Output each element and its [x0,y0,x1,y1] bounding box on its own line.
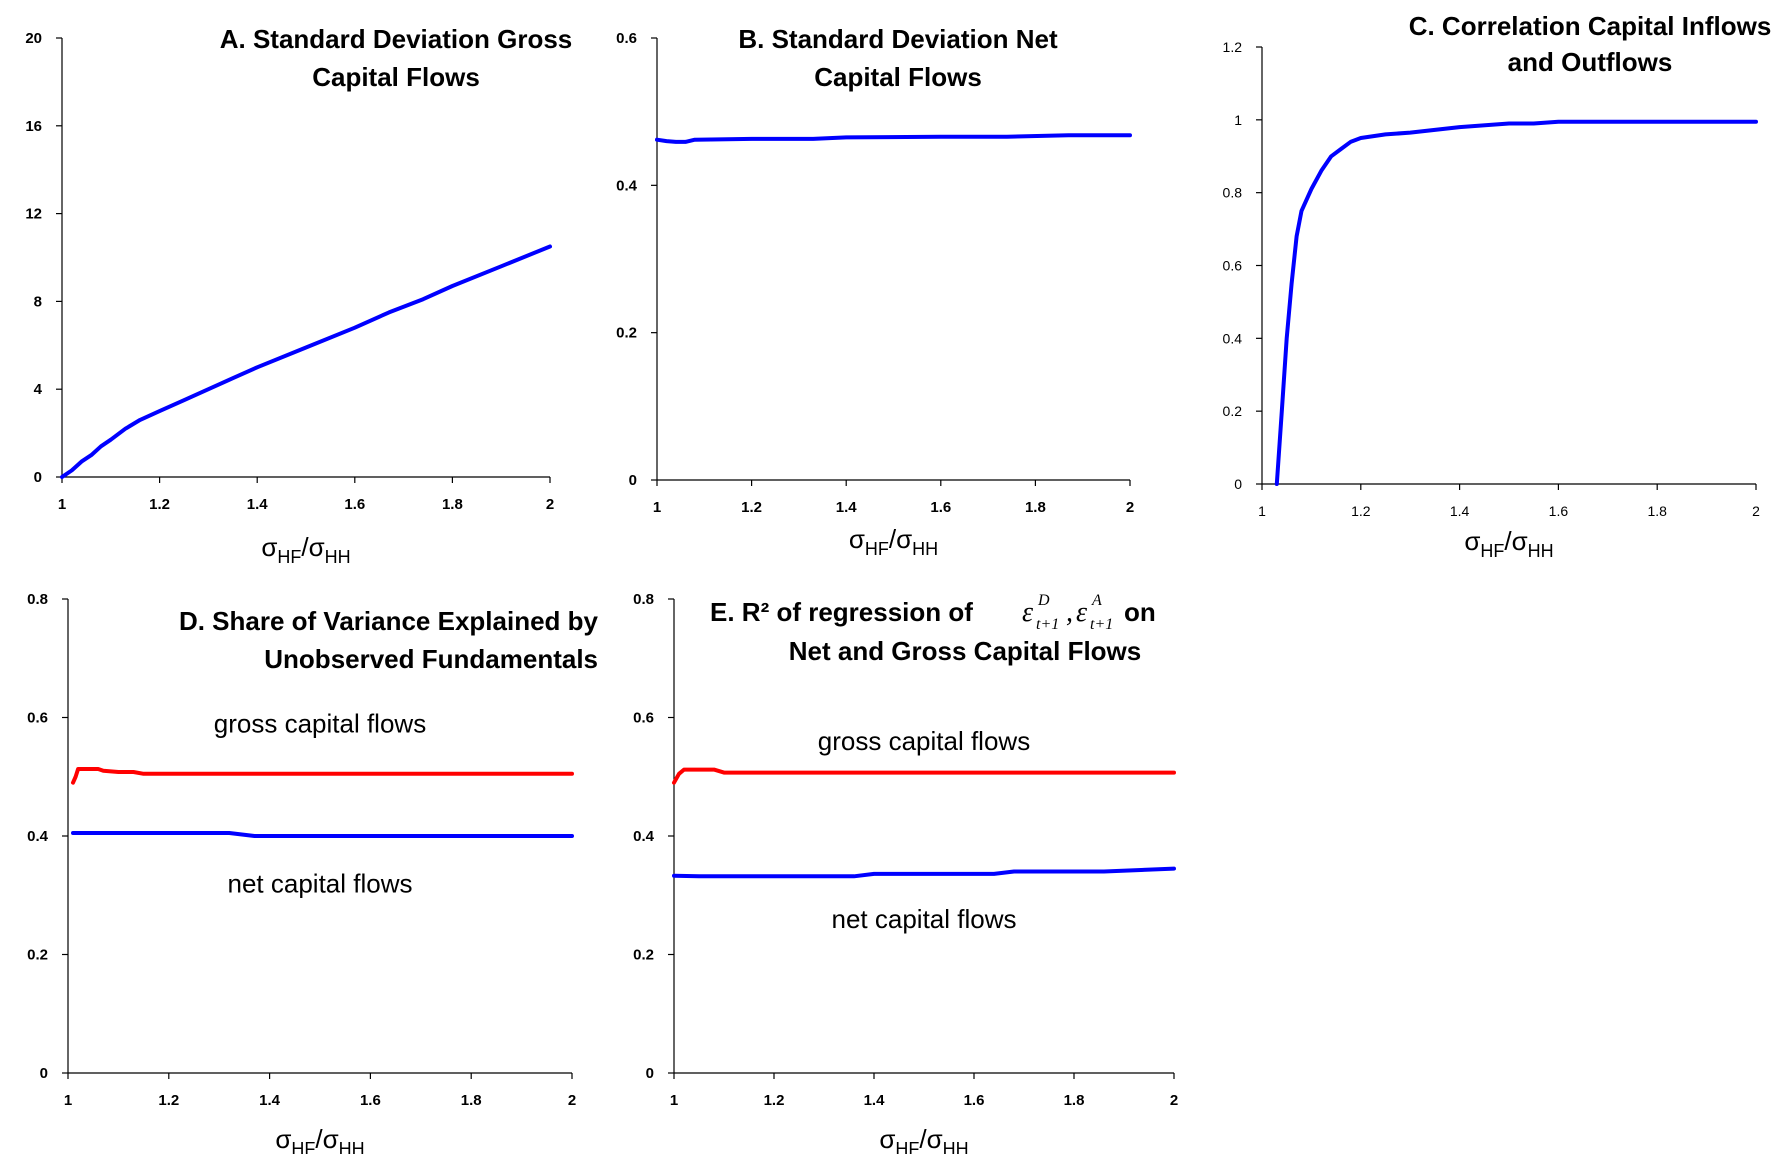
panel-title: on [1124,597,1156,627]
y-tick-label: 0.6 [616,30,637,47]
comma: , [1066,597,1073,628]
y-tick-label: 0.8 [633,591,654,608]
x-tick-label: 2 [1170,1092,1178,1109]
y-tick-label: 1 [1234,112,1242,128]
x-axis-label: σHF/σHH [879,1124,968,1154]
x-tick-label: 1.8 [1025,499,1046,516]
x-tick-label: 2 [1752,503,1760,519]
series-label: gross capital flows [214,708,426,738]
series-line-gross-capital-flows [672,767,1176,785]
y-tick-label: 4 [34,381,43,398]
epsilon-subscript: t+1 [1036,616,1059,633]
panel-title: Unobserved Fundamentals [264,644,598,674]
panel-title: B. Standard Deviation Net [738,24,1058,54]
x-tick-label: 2 [568,1092,576,1109]
x-tick-label: 2 [1126,499,1134,516]
y-tick-label: 0.8 [1223,185,1243,201]
x-tick-label: 1.8 [1647,503,1667,519]
x-tick-label: 1.4 [259,1092,281,1109]
y-tick-label: 0.4 [616,177,638,194]
x-tick-label: 1.6 [344,496,365,513]
x-tick-label: 1 [1258,503,1266,519]
epsilon-superscript: A [1091,592,1102,609]
series-label: net capital flows [228,868,413,898]
y-tick-label: 0.2 [616,325,637,342]
x-tick-label: 1 [58,496,66,513]
series-line [655,133,1132,144]
panel-title: A. Standard Deviation Gross [220,24,573,54]
y-tick-label: 0 [629,472,637,489]
y-tick-label: 16 [25,118,42,135]
panel-a: 0 4 8 12 16 20 1 1.2 1.4 1.6 1.8 2 A. Standard Devia… [25,24,572,567]
x-tick-label: 1.2 [158,1092,179,1109]
x-tick-label: 1.6 [964,1092,985,1109]
x-tick-label: 1.6 [1549,503,1569,519]
y-tick-label: 0.2 [633,947,654,964]
x-tick-label: 1.6 [360,1092,381,1109]
x-tick-label: 1.2 [149,496,170,513]
y-tick-label: 0.6 [1223,258,1243,274]
x-tick-label: 1 [64,1092,72,1109]
y-tick-label: 0.2 [1223,403,1243,419]
x-tick-label: 1 [670,1092,678,1109]
panel-title: Capital Flows [814,62,982,92]
x-tick-label: 2 [546,496,554,513]
y-tick-label: 0 [40,1065,48,1082]
series-label: gross capital flows [818,726,1030,756]
y-tick-label: 12 [25,206,42,223]
epsilon-subscript: t+1 [1090,616,1113,633]
y-tick-label: 0 [646,1065,654,1082]
panel-title: Net and Gross Capital Flows [789,636,1142,666]
y-tick-label: 0.6 [633,710,654,727]
series-line [60,244,552,479]
y-tick-label: 0.8 [27,591,48,608]
epsilon-superscript: D [1037,592,1050,609]
x-axis-label: σHF/σHH [275,1124,364,1154]
series-line-net-capital-flows [672,866,1176,879]
y-tick-label: 0 [1234,476,1242,492]
y-tick-label: 0.2 [27,947,48,964]
x-axis-label: σHF/σHH [261,532,350,567]
y-tick-label: 20 [25,30,42,47]
x-tick-label: 1.4 [1450,503,1470,519]
y-tick-label: 8 [34,293,42,310]
panel-c: 0 0.2 0.4 0.6 0.8 1 1.2 1 1.2 1.4 1.6 1.8 2 C. Correl… [1223,11,1772,561]
x-tick-label: 1.2 [1351,503,1371,519]
x-tick-label: 1.8 [461,1092,482,1109]
x-tick-label: 1.4 [864,1092,886,1109]
epsilon-symbol: ε [1022,597,1033,628]
panel-title: Capital Flows [312,62,480,92]
y-tick-label: 0.4 [633,828,655,845]
x-tick-label: 1.8 [1064,1092,1085,1109]
y-tick-label: 0.6 [27,710,48,727]
x-tick-label: 1.8 [442,496,463,513]
x-tick-label: 1.4 [247,496,269,513]
x-tick-label: 1.2 [764,1092,785,1109]
panel-title: E. R² of regression of [710,597,973,627]
panel-title: C. Correlation Capital Inflows [1409,11,1772,41]
y-tick-label: 0.4 [1223,330,1243,346]
x-axis-label: σHF/σHH [849,524,938,559]
y-tick-label: 0.4 [27,828,49,845]
panel-title: D. Share of Variance Explained by [179,606,599,636]
series-line [1274,119,1758,486]
panel-d: 0 0.2 0.4 0.6 0.8 1 1.2 1.4 1.6 1.8 2 gross capital… [27,591,599,1159]
x-tick-label: 1.2 [741,499,762,516]
x-tick-label: 1.4 [836,499,858,516]
x-tick-label: 1.6 [930,499,951,516]
panel-title: and Outflows [1508,47,1673,77]
panel-e: 0 0.2 0.4 0.6 0.8 1 1.2 1.4 1.6 1.8 2 gross capital… [633,591,1178,1159]
series-line-net-capital-flows [71,831,574,838]
y-tick-label: 0 [34,469,42,486]
x-axis-label: σHF/σHH [1464,526,1553,561]
series-label: net capital flows [832,904,1017,934]
x-tick-label: 1 [653,499,661,516]
panel-b: 0 0.2 0.4 0.6 1 1.2 1.4 1.6 1.8 2 B. Standard Devi… [616,24,1134,559]
epsilon-symbol: ε [1076,597,1087,628]
series-line-gross-capital-flows [71,767,574,785]
y-tick-label: 1.2 [1223,39,1243,55]
